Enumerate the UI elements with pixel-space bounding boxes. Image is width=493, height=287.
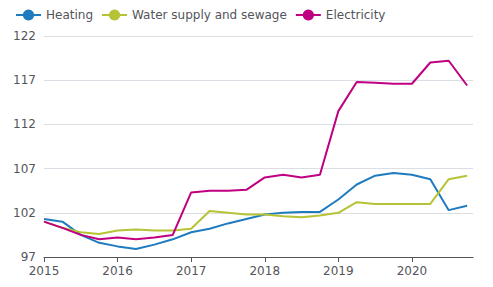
svg-text:2018: 2018: [249, 264, 280, 278]
svg-text:2016: 2016: [102, 264, 133, 278]
svg-text:2017: 2017: [176, 264, 207, 278]
svg-text:117: 117: [13, 73, 36, 87]
svg-text:112: 112: [13, 117, 36, 131]
svg-text:107: 107: [13, 162, 36, 176]
svg-text:Water supply and sewage: Water supply and sewage: [132, 8, 287, 22]
svg-text:97: 97: [21, 250, 36, 264]
svg-text:2019: 2019: [323, 264, 354, 278]
svg-text:Heating: Heating: [46, 8, 93, 22]
svg-text:102: 102: [13, 206, 36, 220]
svg-text:Electricity: Electricity: [326, 8, 386, 22]
svg-text:2020: 2020: [397, 264, 428, 278]
svg-text:2015: 2015: [29, 264, 60, 278]
svg-text:122: 122: [13, 29, 36, 43]
